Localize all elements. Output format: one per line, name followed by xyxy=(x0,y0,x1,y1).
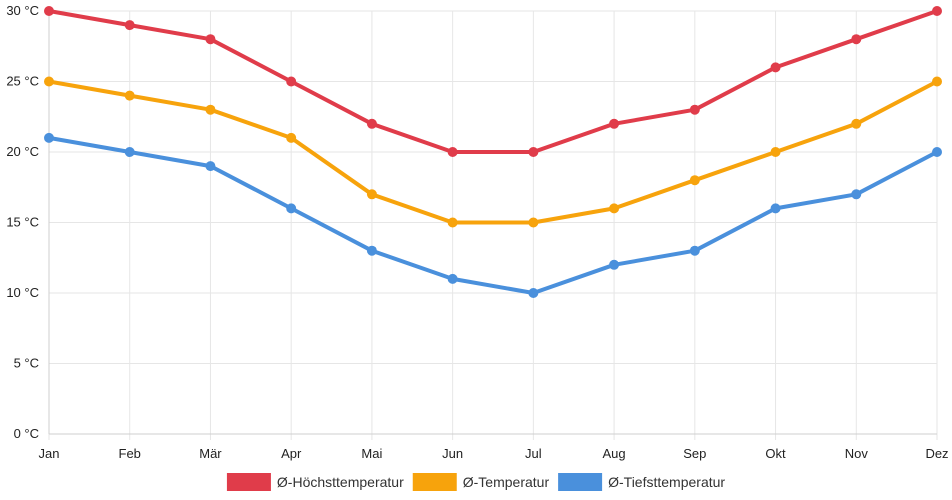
series-1-point[interactable] xyxy=(286,76,297,87)
series-3-point[interactable] xyxy=(932,147,942,157)
legend-label: Ø-Tiefsttemperatur xyxy=(608,474,725,490)
x-tick-label: Dez xyxy=(925,446,948,461)
x-tick-label: Okt xyxy=(765,446,786,461)
series-3-point[interactable] xyxy=(609,259,620,270)
x-tick-label: Mai xyxy=(361,446,382,461)
series-1-point[interactable] xyxy=(205,34,216,45)
x-tick-label: Feb xyxy=(119,446,141,461)
x-tick-label: Nov xyxy=(845,446,869,461)
series-layer xyxy=(44,6,942,298)
legend-label: Ø-Temperatur xyxy=(463,474,550,490)
y-tick-label: 5 °C xyxy=(14,356,39,371)
series-3-line xyxy=(47,135,939,295)
y-tick-label: 20 °C xyxy=(6,144,39,159)
legend: Ø-Höchsttemperatur Ø-Temperatur Ø-Tiefstte… xyxy=(226,473,725,491)
x-tick-label: Jul xyxy=(525,446,542,461)
x-tick-label: Apr xyxy=(281,446,302,461)
series-1-point[interactable] xyxy=(44,6,54,16)
series-2-point[interactable] xyxy=(205,104,216,115)
series-2-point[interactable] xyxy=(609,203,620,214)
series-3-point[interactable] xyxy=(124,147,135,157)
series-3-point[interactable] xyxy=(366,245,377,256)
x-tick-label: Jan xyxy=(39,446,60,461)
series-1-point[interactable] xyxy=(124,20,135,31)
series-1-point[interactable] xyxy=(932,6,942,16)
series-1-point[interactable] xyxy=(770,62,781,73)
series-1-point[interactable] xyxy=(528,147,539,157)
series-3-point[interactable] xyxy=(447,273,458,284)
series-3-point[interactable] xyxy=(205,161,216,172)
y-tick-label: 0 °C xyxy=(14,426,39,441)
legend-item-2[interactable]: Ø-Temperatur xyxy=(412,473,550,491)
series-3-point[interactable] xyxy=(44,132,54,143)
y-tick-label: 25 °C xyxy=(6,74,39,89)
legend-swatch xyxy=(558,473,603,491)
series-1-point[interactable] xyxy=(851,34,862,45)
axes: 0 °C 5 °C 10 °C 15 °C 20 °C 25 °C 30 °C Jan Feb M… xyxy=(6,3,948,461)
x-tick-label: Aug xyxy=(603,446,626,461)
series-2-point[interactable] xyxy=(689,175,700,186)
series-1-point[interactable] xyxy=(447,147,458,157)
series-3-point[interactable] xyxy=(286,203,297,214)
legend-item-1[interactable]: Ø-Höchsttemperatur xyxy=(226,473,404,491)
series-2-point[interactable] xyxy=(528,217,539,228)
grid xyxy=(48,10,938,440)
x-tick-label: Jun xyxy=(442,446,463,461)
series-3-point[interactable] xyxy=(770,203,781,214)
series-1-point[interactable] xyxy=(609,118,620,129)
series-1-line xyxy=(47,9,939,154)
y-tick-label: 15 °C xyxy=(6,215,39,230)
legend-swatch xyxy=(226,473,271,491)
y-tick-label: 30 °C xyxy=(6,3,39,18)
x-tick-label: Sep xyxy=(683,446,706,461)
series-2-point[interactable] xyxy=(366,189,377,200)
series-1-point[interactable] xyxy=(366,118,377,129)
series-3-point[interactable] xyxy=(689,245,700,256)
x-tick-label: Mär xyxy=(199,446,222,461)
series-2-point[interactable] xyxy=(44,76,54,87)
y-tick-label: 10 °C xyxy=(6,285,39,300)
series-2-point[interactable] xyxy=(770,147,781,157)
series-2-line xyxy=(47,79,939,225)
series-2-point[interactable] xyxy=(447,217,458,228)
series-2-point[interactable] xyxy=(851,118,862,129)
legend-swatch xyxy=(412,473,457,491)
series-2-point[interactable] xyxy=(932,76,942,87)
legend-item-3[interactable]: Ø-Tiefsttemperatur xyxy=(558,473,725,491)
series-1-point[interactable] xyxy=(689,104,700,115)
series-2-point[interactable] xyxy=(286,132,297,143)
series-2-point[interactable] xyxy=(124,90,135,101)
series-3-point[interactable] xyxy=(528,288,539,298)
series-3-point[interactable] xyxy=(851,189,862,200)
legend-label: Ø-Höchsttemperatur xyxy=(277,474,404,490)
